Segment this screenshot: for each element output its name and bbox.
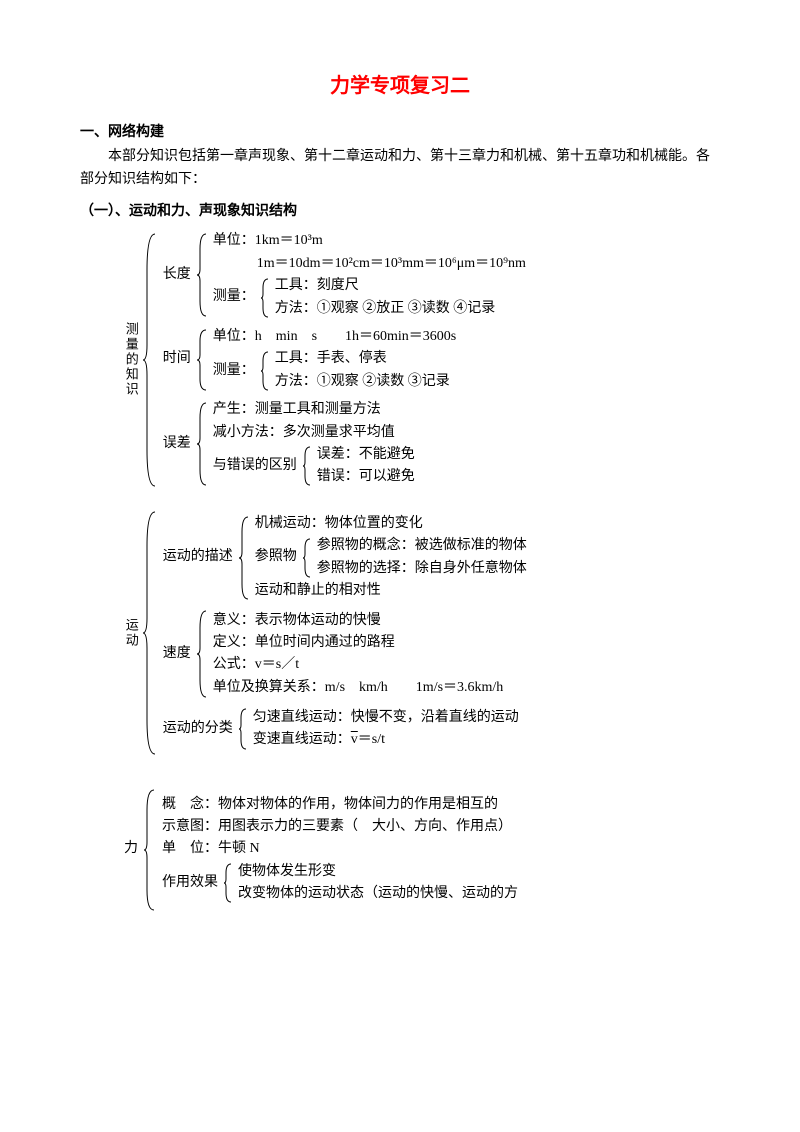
motion-root-label: 运动 xyxy=(120,618,141,648)
length-method: 方法：①观察 ②放正 ③读数 ④记录 xyxy=(271,298,500,320)
error-reduce: 减小方法：多次测量求平均值 xyxy=(209,422,419,444)
force-effect-label: 作用效果 xyxy=(158,872,222,894)
brace-icon xyxy=(195,231,209,319)
speed-def: 定义：单位时间内通过的路程 xyxy=(209,632,508,654)
length-unit2: 1m＝10dm＝10²cm＝10³mm＝10⁶μm＝10⁹nm xyxy=(209,253,530,275)
brace-icon xyxy=(141,508,159,758)
speed-unit: 单位及换算关系：m/s km/h 1m/s＝3.6km/h xyxy=(209,677,508,699)
section1-intro: 本部分知识包括第一章声现象、第十二章运动和力、第十三章力和机械、第十五章功和机械… xyxy=(80,146,720,191)
main-title: 力学专项复习二 xyxy=(80,70,720,102)
desc-mech: 机械运动：物体位置的变化 xyxy=(251,513,531,535)
brace-icon xyxy=(237,706,249,752)
time-tool: 工具：手表、停表 xyxy=(271,348,454,370)
brace-icon xyxy=(195,327,209,393)
document-page: 力学专项复习二 一、网络构建 本部分知识包括第一章声现象、第十二章运动和力、第十… xyxy=(0,0,800,1132)
desc-rel: 运动和静止的相对性 xyxy=(251,580,531,602)
force-tree: 力 概 念：物体对物体的作用，物体间力的作用是相互的 示意图：用图表示力的三要素… xyxy=(120,786,720,914)
brace-icon xyxy=(301,444,313,488)
force-concept: 概 念：物体对物体的作用，物体间力的作用是相互的 xyxy=(158,794,522,816)
speed-meaning: 意义：表示物体运动的快慢 xyxy=(209,610,508,632)
force-root-label: 力 xyxy=(120,838,142,860)
brace-icon xyxy=(259,276,271,320)
force-effect1: 使物体发生形变 xyxy=(234,861,522,883)
desc-ref-label: 参照物 xyxy=(251,546,301,568)
classify-label: 运动的分类 xyxy=(159,718,237,740)
force-diagram: 示意图：用图表示力的三要素（ 大小、方向、作用点） xyxy=(158,816,522,838)
motion-tree: 运动 运动的描述 机械运动：物体位置的变化 参照物 参照物的概念：被选做标准的物… xyxy=(120,508,720,758)
brace-icon xyxy=(259,349,271,393)
time-label: 时间 xyxy=(159,348,195,370)
error-diff-label: 与错误的区别 xyxy=(209,455,301,477)
section2-heading: （一）、运动和力、声现象知识结构 xyxy=(80,199,720,221)
measure-tree: 测量的知识 长度 单位：1km＝10³m 1m＝10dm＝10²cm＝10³mm… xyxy=(120,230,720,490)
length-label: 长度 xyxy=(159,264,195,286)
time-meas-label: 测量： xyxy=(209,360,259,382)
brace-icon xyxy=(141,230,159,490)
desc-ref2: 参照物的选择：除自身外任意物体 xyxy=(313,558,531,580)
desc-label: 运动的描述 xyxy=(159,546,237,568)
brace-icon xyxy=(237,514,251,602)
speed-formula: 公式：v＝s／t xyxy=(209,654,508,676)
force-unit: 单 位：牛顿 N xyxy=(158,838,522,860)
error-diff1: 误差：不能避免 xyxy=(313,444,419,466)
brace-icon xyxy=(142,786,158,914)
section1-heading: 一、网络构建 xyxy=(80,120,720,142)
speed-label: 速度 xyxy=(159,643,195,665)
error-label: 误差 xyxy=(159,433,195,455)
length-meas-label: 测量： xyxy=(209,286,259,308)
classify-uniform: 匀速直线运动：快慢不变，沿着直线的运动 xyxy=(249,707,523,729)
brace-icon xyxy=(301,536,313,580)
classify-variable: 变速直线运动：v＝s/t xyxy=(249,729,523,751)
error-cause: 产生：测量工具和测量方法 xyxy=(209,399,419,421)
brace-icon xyxy=(195,400,209,488)
brace-icon xyxy=(195,608,209,700)
error-diff2: 错误：可以避免 xyxy=(313,466,419,488)
measure-root-label: 测量的知识 xyxy=(120,322,141,397)
time-method: 方法：①观察 ②读数 ③记录 xyxy=(271,371,454,393)
force-effect2: 改变物体的运动状态（运动的快慢、运动的方 xyxy=(234,883,522,905)
desc-ref1: 参照物的概念：被选做标准的物体 xyxy=(313,535,531,557)
brace-icon xyxy=(222,861,234,905)
time-unit: 单位：h min s 1h＝60min＝3600s xyxy=(209,326,460,348)
length-tool: 工具：刻度尺 xyxy=(271,275,500,297)
length-unit1: 单位：1km＝10³m xyxy=(209,230,530,252)
